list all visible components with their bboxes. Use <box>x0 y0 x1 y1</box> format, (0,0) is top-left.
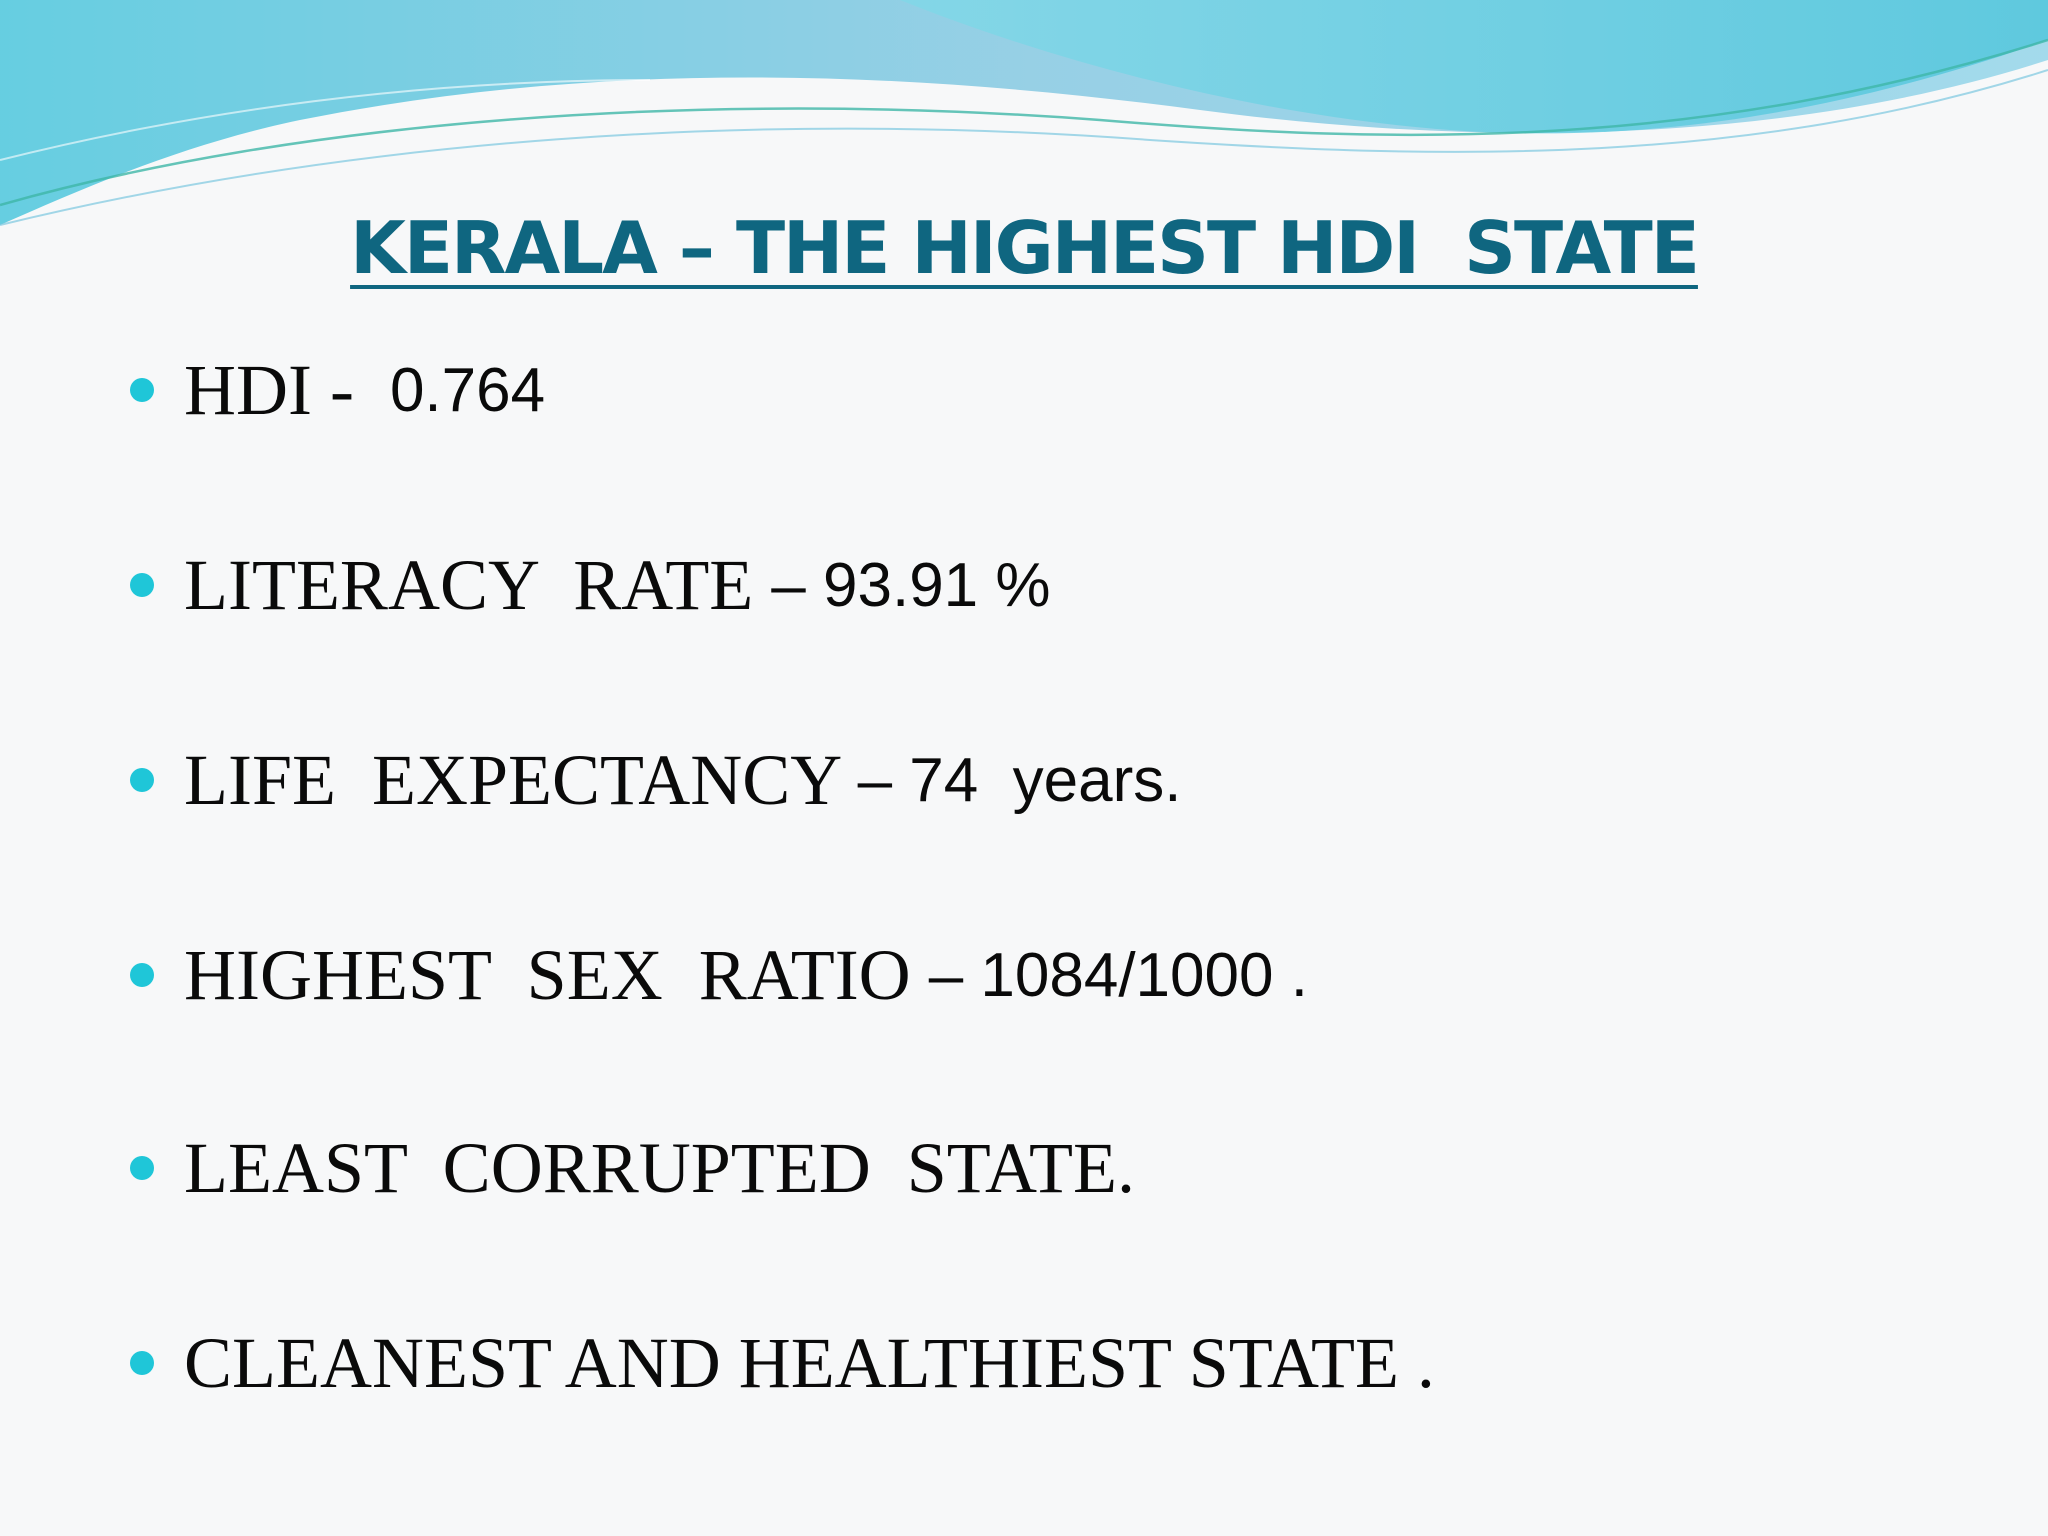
bullet-least-corrupted: LEAST CORRUPTED STATE. <box>130 1118 1135 1218</box>
slide-title-text: KERALA – THE HIGHEST HDI STATE <box>350 206 1700 290</box>
bullet-dot-icon <box>130 963 154 987</box>
bullet-cleanest-healthiest: CLEANEST AND HEALTHIEST STATE . <box>130 1313 1435 1413</box>
bullet-label: CLEANEST AND HEALTHIEST STATE . <box>184 1322 1435 1403</box>
bullet-label: LIFE EXPECTANCY <box>184 739 858 820</box>
bullet-hdi: HDI - 0.764 <box>130 340 545 440</box>
bullet-sex-ratio: HIGHEST SEX RATIO – 1084/1000 . <box>130 925 1308 1025</box>
bullet-dot-icon <box>130 768 154 792</box>
decorative-wave-header <box>0 0 2048 226</box>
bullet-dot-icon <box>130 573 154 597</box>
bullet-value: – 93.91 % <box>771 550 1051 620</box>
bullet-dot-icon <box>130 1156 154 1180</box>
slide-title: KERALA – THE HIGHEST HDI STATE <box>0 206 2048 290</box>
bullet-label: HDI - <box>184 349 390 430</box>
bullet-dot-icon <box>130 1351 154 1375</box>
bullet-label: LEAST CORRUPTED STATE. <box>184 1127 1135 1208</box>
bullet-label: HIGHEST SEX RATIO <box>184 934 929 1015</box>
bullet-dot-icon <box>130 378 154 402</box>
bullet-literacy-rate: LITERACY RATE – 93.91 % <box>130 535 1051 635</box>
bullet-life-expectancy: LIFE EXPECTANCY – 74 years. <box>130 730 1182 830</box>
bullet-value: 0.764 <box>389 355 546 425</box>
bullet-value: – 1084/1000 . <box>928 940 1308 1010</box>
bullet-label: LITERACY RATE <box>184 544 772 625</box>
bullet-value: – 74 years. <box>857 745 1182 815</box>
